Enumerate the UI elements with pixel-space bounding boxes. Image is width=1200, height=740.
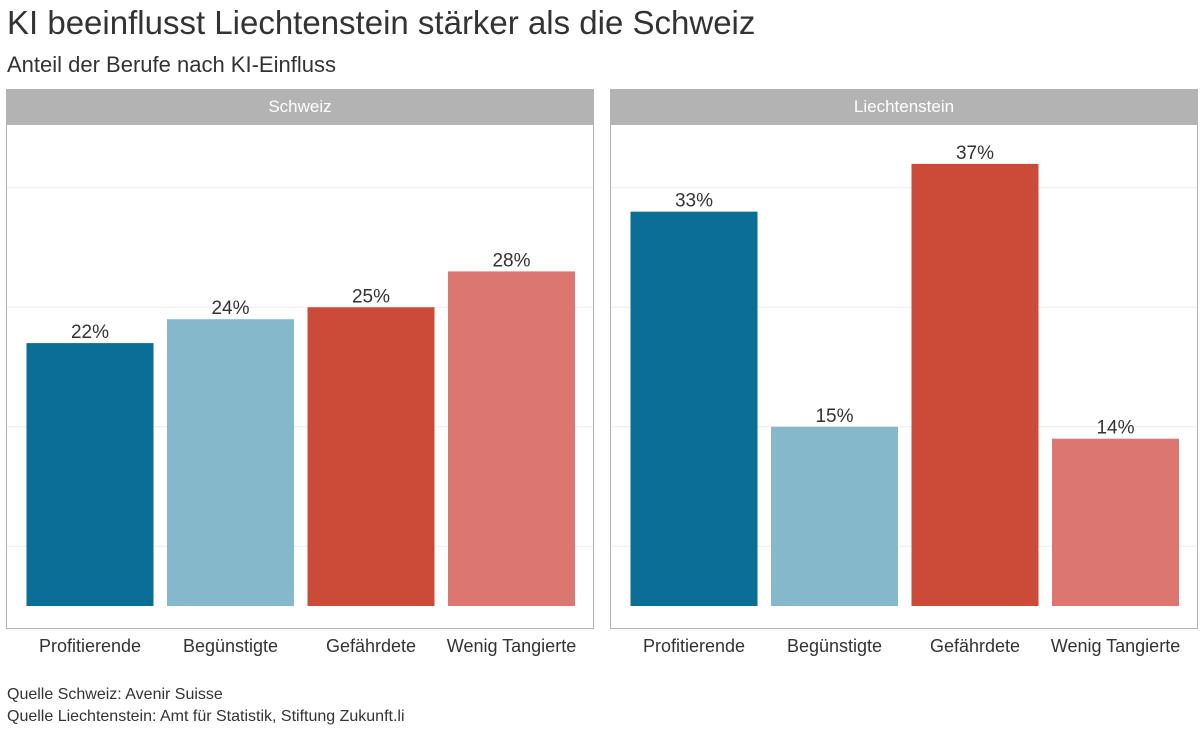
data-label-schweiz-profitierende: 22% [71, 322, 109, 343]
chart-subtitle: Anteil der Berufe nach KI-Einfluss [7, 52, 336, 77]
x-tick-schweiz-beguenstigte: Begünstigte [182, 636, 279, 656]
data-label-liechtenstein-profitierende: 33% [675, 191, 713, 212]
x-tick-liechtenstein-profitierende: Profitierende [642, 636, 746, 656]
x-tick-liechtenstein-gefaehrdete: Gefährdete [929, 636, 1021, 656]
source-schweiz: Quelle Schweiz: Avenir Suisse [7, 686, 223, 703]
facet-panel-liechtenstein: Liechtenstein 33% 15% 37% 14% [610, 89, 1198, 629]
x-tick-schweiz-wenig-tangierte: Wenig Tangierte [446, 636, 577, 656]
chart-title: KI beeinflusst Liechtenstein stärker als… [7, 4, 756, 41]
data-label-schweiz-beguenstigte: 24% [211, 298, 249, 319]
data-label-liechtenstein-gefaehrdete: 37% [956, 143, 994, 164]
panel-border-liechtenstein [610, 89, 1198, 629]
facet-panel-schweiz: Schweiz 22% 24% 25% 28% [6, 89, 594, 629]
bar-schweiz-profitierende [26, 343, 154, 606]
facet-strip-schweiz: Schweiz [6, 89, 594, 125]
bar-liechtenstein-wenig-tangierte [1052, 438, 1179, 606]
bar-liechtenstein-profitierende [630, 211, 758, 606]
x-tick-liechtenstein-wenig-tangierte: Wenig Tangierte [1050, 636, 1181, 656]
bar-liechtenstein-gefaehrdete [911, 163, 1039, 606]
x-tick-schweiz-profitierende: Profitierende [38, 636, 142, 656]
bar-schweiz-gefaehrdete [307, 307, 435, 606]
bar-schweiz-wenig-tangierte [448, 271, 575, 606]
data-label-liechtenstein-wenig-tangierte: 14% [1096, 418, 1134, 439]
source-liechtenstein: Quelle Liechtenstein: Amt für Statistik,… [7, 708, 405, 725]
panel-border-schweiz [6, 89, 594, 629]
data-label-schweiz-wenig-tangierte: 28% [492, 250, 530, 271]
data-label-schweiz-gefaehrdete: 25% [352, 286, 390, 307]
bar-chart-schweiz: 22% 24% 25% 28% [6, 89, 594, 629]
facet-strip-liechtenstein: Liechtenstein [610, 89, 1198, 125]
data-label-liechtenstein-beguenstigte: 15% [815, 406, 853, 427]
bar-liechtenstein-beguenstigte [771, 426, 898, 606]
x-tick-liechtenstein-beguenstigte: Begünstigte [786, 636, 883, 656]
x-tick-schweiz-gefaehrdete: Gefährdete [325, 636, 417, 656]
bar-chart-liechtenstein: 33% 15% 37% 14% [610, 89, 1198, 629]
bar-schweiz-beguenstigte [167, 319, 294, 606]
